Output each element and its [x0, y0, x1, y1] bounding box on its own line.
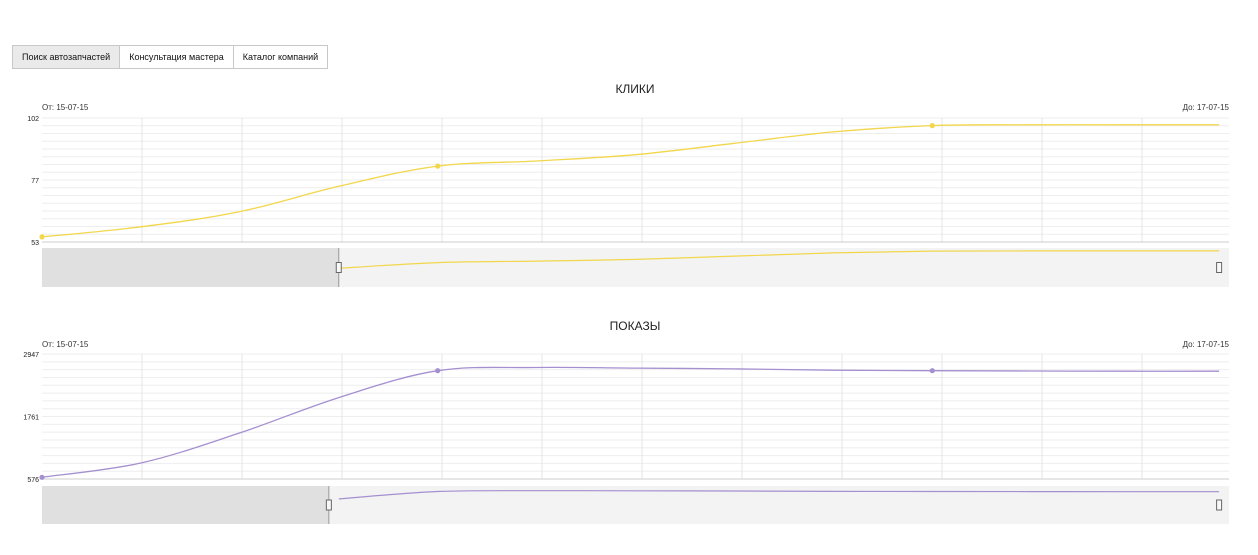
tab-master-consultation[interactable]: Консультация мастера	[119, 45, 234, 69]
chart2-y-tick-label: 1761	[23, 415, 39, 422]
chart1-range-to: До: 17-07-15	[1183, 103, 1230, 112]
chart1-data-point[interactable]	[39, 234, 45, 240]
chart1-range-from: От: 15-07-15	[42, 103, 89, 112]
chart1-y-tick-label: 53	[31, 240, 39, 247]
chart1-navigator-handle-left[interactable]	[335, 262, 342, 273]
tab-bar: Поиск автозапчастей Консультация мастера…	[12, 45, 329, 69]
chart1-navigator-mask	[42, 248, 339, 287]
chart2-navigator-line	[338, 490, 1220, 500]
chart2-title: ПОКАЗЫ	[610, 319, 661, 333]
chart1-y-tick-label: 102	[27, 116, 39, 123]
chart1-title: КЛИКИ	[615, 82, 654, 96]
chart2-range-to: До: 17-07-15	[1183, 340, 1230, 349]
chart2-series-line	[41, 366, 1220, 478]
chart2-range-from: От: 15-07-15	[42, 340, 89, 349]
chart1-navigator-line	[338, 250, 1220, 269]
chart2-data-point[interactable]	[39, 474, 45, 480]
chart2-navigator-mask	[42, 486, 329, 524]
chart1-data-point[interactable]	[929, 123, 935, 129]
chart2-y-tick-label: 2947	[23, 352, 39, 359]
chart2-navigator-handle-left[interactable]	[325, 499, 332, 511]
chart1-series-line	[41, 124, 1220, 238]
tab-company-catalog[interactable]: Каталог компаний	[232, 45, 329, 69]
chart2-data-point[interactable]	[929, 368, 935, 374]
chart2-y-tick-label: 576	[27, 477, 39, 484]
tab-parts-search[interactable]: Поиск автозапчастей	[12, 45, 121, 69]
chart1-navigator-handle-right[interactable]	[1216, 262, 1223, 273]
chart2-navigator-handle-right[interactable]	[1216, 499, 1223, 511]
chart1-y-tick-label: 77	[31, 178, 39, 185]
chart2-data-point[interactable]	[435, 368, 441, 374]
chart1-data-point[interactable]	[435, 163, 441, 169]
